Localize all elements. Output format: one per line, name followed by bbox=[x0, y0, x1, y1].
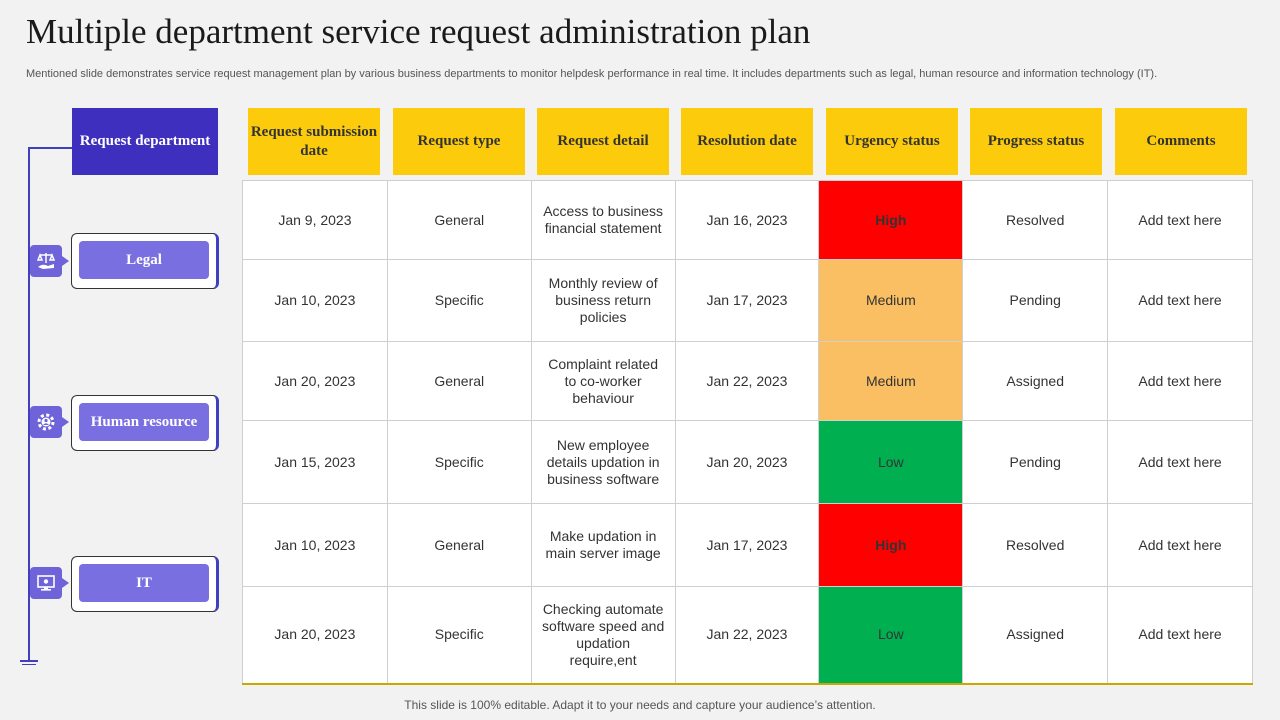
cell-resolution-date: Jan 22, 2023 bbox=[674, 341, 820, 421]
cell-submission-date: Jan 10, 2023 bbox=[242, 259, 388, 342]
cell-progress-status: Pending bbox=[962, 420, 1109, 504]
column-header-comments: Comments bbox=[1115, 108, 1247, 175]
cell-request-detail: Monthly review of business return polici… bbox=[530, 259, 676, 342]
cell-submission-date: Jan 9, 2023 bbox=[242, 180, 388, 260]
cell-progress-status: Pending bbox=[962, 259, 1109, 342]
cell-request-detail: Make updation in main server image bbox=[530, 503, 676, 587]
cell-request-type: General bbox=[386, 341, 532, 421]
legal-scale-icon bbox=[30, 245, 62, 277]
cell-resolution-date: Jan 17, 2023 bbox=[674, 259, 820, 342]
footer-note: This slide is 100% editable. Adapt it to… bbox=[404, 698, 876, 712]
computer-monitor-icon bbox=[30, 567, 62, 599]
page-subtitle: Mentioned slide demonstrates service req… bbox=[26, 68, 1158, 80]
cell-resolution-date: Jan 22, 2023 bbox=[674, 586, 820, 684]
request-table: Jan 9, 2023 General Access to business f… bbox=[242, 180, 1253, 685]
cell-resolution-date: Jan 16, 2023 bbox=[674, 180, 820, 260]
department-card-it: IT bbox=[71, 556, 219, 612]
cell-urgency-status: Low bbox=[818, 420, 964, 504]
page-title: Multiple department service request admi… bbox=[26, 12, 811, 51]
cell-comments: Add text here bbox=[1107, 180, 1253, 260]
cell-request-detail: Complaint related to co-worker behaviour bbox=[530, 341, 676, 421]
cell-progress-status: Resolved bbox=[962, 503, 1109, 587]
gear-people-icon bbox=[30, 406, 62, 438]
cell-submission-date: Jan 20, 2023 bbox=[242, 341, 388, 421]
column-header-progress-status: Progress status bbox=[970, 108, 1102, 175]
cell-urgency-status: High bbox=[818, 180, 964, 260]
cell-comments: Add text here bbox=[1107, 503, 1253, 587]
legal-arrow-icon bbox=[62, 256, 69, 266]
cell-request-type: Specific bbox=[386, 259, 532, 342]
cell-urgency-status: Medium bbox=[818, 259, 964, 342]
cell-submission-date: Jan 10, 2023 bbox=[242, 503, 388, 587]
cell-request-type: Specific bbox=[386, 420, 532, 504]
cell-comments: Add text here bbox=[1107, 259, 1253, 342]
cell-progress-status: Assigned bbox=[962, 341, 1109, 421]
cell-resolution-date: Jan 17, 2023 bbox=[674, 503, 820, 587]
cell-request-detail: Checking automate software speed and upd… bbox=[530, 586, 676, 684]
column-header-request-type: Request type bbox=[393, 108, 525, 175]
cell-resolution-date: Jan 20, 2023 bbox=[674, 420, 820, 504]
department-header: Request department bbox=[72, 108, 218, 175]
cell-comments: Add text here bbox=[1107, 586, 1253, 684]
cell-request-type: General bbox=[386, 180, 532, 260]
column-header-submission-date: Request submission date bbox=[248, 108, 380, 175]
cell-comments: Add text here bbox=[1107, 341, 1253, 421]
table-row: Jan 9, 2023 General Access to business f… bbox=[242, 180, 1253, 260]
connector-vertical-line bbox=[28, 147, 30, 662]
department-human-resource: Human resource bbox=[79, 403, 209, 441]
cell-urgency-status: Medium bbox=[818, 341, 964, 421]
department-legal: Legal bbox=[79, 241, 209, 279]
department-it: IT bbox=[79, 564, 209, 602]
table-row: Jan 15, 2023 Specific New employee detai… bbox=[242, 420, 1253, 504]
it-arrow-icon bbox=[62, 578, 69, 588]
cell-urgency-status: Low bbox=[818, 586, 964, 684]
cell-comments: Add text here bbox=[1107, 420, 1253, 504]
connector-base-line-2 bbox=[22, 664, 36, 665]
cell-urgency-status: High bbox=[818, 503, 964, 587]
connector-base-line bbox=[20, 660, 38, 662]
cell-request-detail: New employee details updation in busines… bbox=[530, 420, 676, 504]
column-header-request-detail: Request detail bbox=[537, 108, 669, 175]
column-header-resolution-date: Resolution date bbox=[681, 108, 813, 175]
table-row: Jan 20, 2023 General Complaint related t… bbox=[242, 341, 1253, 421]
department-card-legal: Legal bbox=[71, 233, 219, 289]
cell-submission-date: Jan 15, 2023 bbox=[242, 420, 388, 504]
cell-submission-date: Jan 20, 2023 bbox=[242, 586, 388, 684]
connector-top-line bbox=[28, 147, 72, 149]
table-row: Jan 20, 2023 Specific Checking automate … bbox=[242, 586, 1253, 684]
table-row: Jan 10, 2023 General Make updation in ma… bbox=[242, 503, 1253, 587]
cell-progress-status: Assigned bbox=[962, 586, 1109, 684]
cell-request-type: General bbox=[386, 503, 532, 587]
cell-request-type: Specific bbox=[386, 586, 532, 684]
table-row: Jan 10, 2023 Specific Monthly review of … bbox=[242, 259, 1253, 342]
column-header-urgency-status: Urgency status bbox=[826, 108, 958, 175]
cell-request-detail: Access to business financial statement bbox=[530, 180, 676, 260]
department-card-human-resource: Human resource bbox=[71, 395, 219, 451]
cell-progress-status: Resolved bbox=[962, 180, 1109, 260]
human-resource-arrow-icon bbox=[62, 417, 69, 427]
